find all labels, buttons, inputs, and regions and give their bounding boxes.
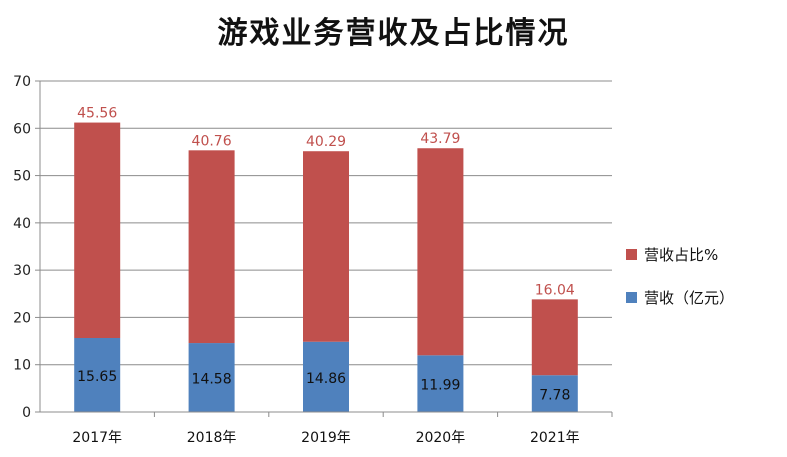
bar-segment-share [531,299,578,376]
bar-segment-revenue [303,341,349,412]
y-tick-label: 20 [13,310,31,326]
y-tick-label: 40 [13,216,31,232]
legend-swatch [626,292,637,303]
data-label-revenue: 15.65 [77,369,117,385]
data-label-share: 45.56 [77,106,117,122]
data-label-share: 16.04 [535,282,575,298]
bar-segment-revenue [417,355,464,412]
y-tick-label: 70 [13,74,31,90]
y-tick-label: 50 [13,169,31,185]
legend-label: 营收占比% [644,246,718,264]
y-tick-label: 60 [13,121,31,137]
x-tick-label: 2021年 [530,430,580,446]
data-label-revenue: 11.99 [420,378,460,394]
data-label-revenue: 7.78 [539,388,570,404]
x-tick-label: 2017年 [72,430,122,446]
x-tick-label: 2019年 [301,430,351,446]
bar-segment-share [188,150,235,344]
legend-swatch [626,249,637,260]
bar-segment-revenue [74,337,121,412]
y-tick-label: 30 [13,263,31,279]
y-tick-label: 0 [22,405,31,421]
data-label-revenue: 14.58 [192,372,232,388]
data-label-share: 40.76 [192,133,232,149]
data-label-share: 40.29 [306,134,346,150]
data-label-share: 43.79 [420,131,460,147]
bar-segment-revenue [188,343,235,412]
bar-segment-share [74,122,121,338]
bar-segment-share [303,151,349,342]
bar-segment-share [417,148,464,356]
data-label-revenue: 14.86 [306,371,346,387]
chart-title: 游戏业务营收及占比情况 [217,16,570,51]
x-tick-label: 2020年 [416,430,466,446]
bar-segment-revenue [531,375,578,412]
x-tick-label: 2018年 [187,430,237,446]
legend-label: 营收（亿元） [644,289,734,307]
y-tick-label: 10 [13,358,31,374]
